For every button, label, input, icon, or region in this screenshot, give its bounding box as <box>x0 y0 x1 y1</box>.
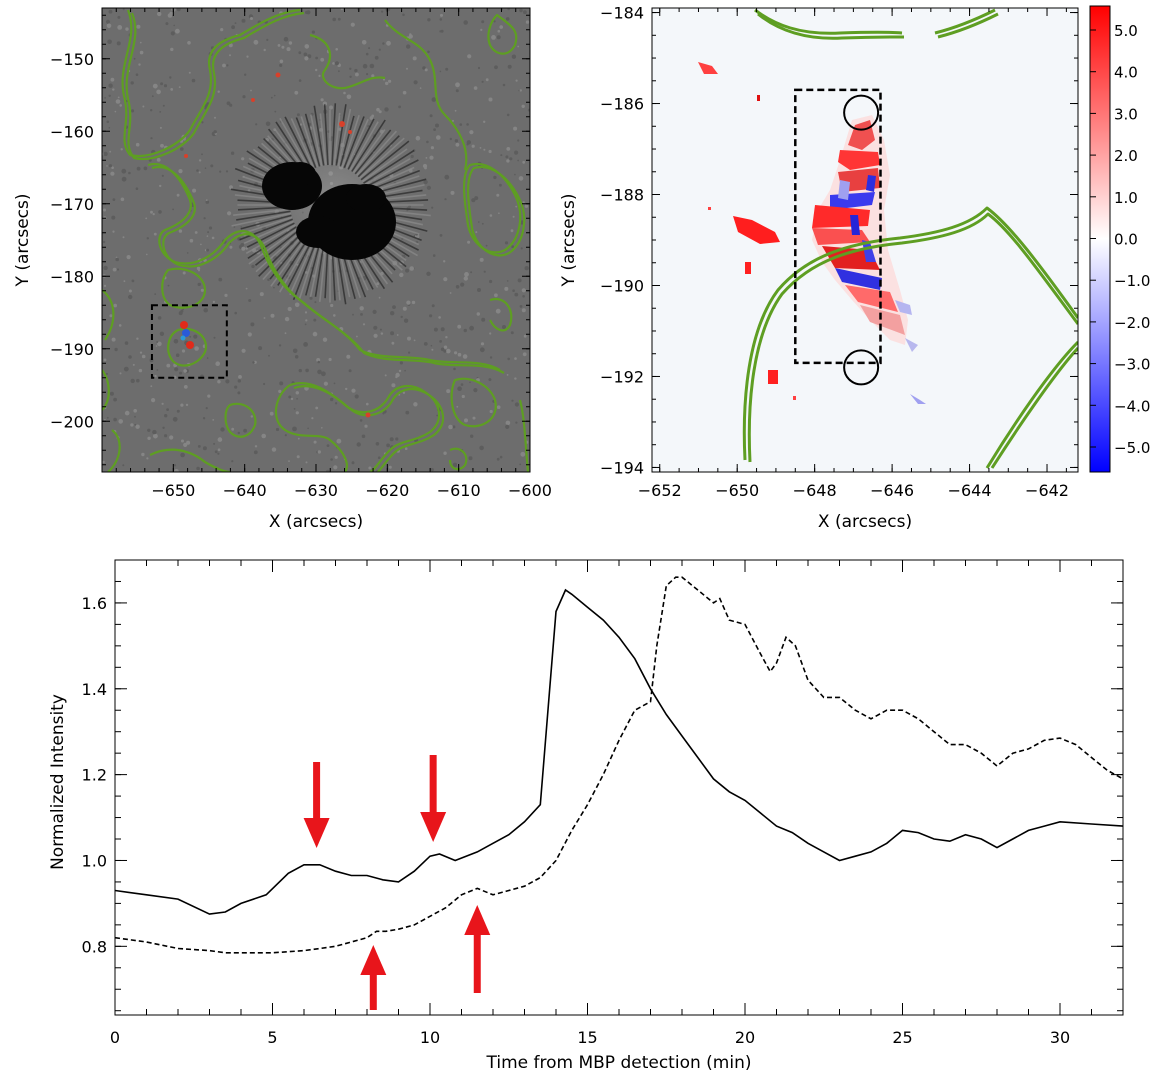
y-tick-label: 0.8 <box>82 937 107 956</box>
colorbar-label: 3.0 <box>1114 105 1138 123</box>
panel-b-circle-bottom <box>843 349 880 386</box>
annotation-arrow <box>420 755 447 842</box>
y-tick-label: −150 <box>50 50 94 69</box>
x-tick-label: −650 <box>151 481 195 500</box>
x-tick-label: −600 <box>508 481 552 500</box>
annotation-arrow <box>464 905 491 993</box>
y-tick-label: −170 <box>50 195 94 214</box>
panel-b-circle-top <box>843 94 880 131</box>
y-tick-label: −184 <box>600 4 644 23</box>
colorbar-label: −5.0 <box>1114 439 1150 457</box>
colorbar-label: 5.0 <box>1114 22 1138 40</box>
colorbar-label: −3.0 <box>1114 356 1150 374</box>
x-tick-label: −642 <box>1025 481 1069 500</box>
x-tick-label: 5 <box>267 1028 277 1047</box>
y-tick-label: −190 <box>50 340 94 359</box>
y-tick-label: −194 <box>600 458 644 477</box>
panel-a-ylabel: Y (arcsecs) <box>13 194 33 288</box>
umbra <box>262 162 396 260</box>
x-tick-label: 10 <box>420 1028 440 1047</box>
x-tick-label: −644 <box>948 481 992 500</box>
x-tick-label: −648 <box>793 481 837 500</box>
y-tick-label: 1.4 <box>82 680 107 699</box>
colorbar: 5.0 4.0 3.0 2.0 1.0 0.0 −1.0 −2.0 −3.0 −4.0 −5.0 <box>1089 5 1150 473</box>
colorbar-label: 0.0 <box>1114 231 1138 249</box>
x-tick-label: −646 <box>870 481 914 500</box>
panel-b-axes: −652 −650 −648 −646 −644 −642 −184 −186 −188 −190… <box>600 4 1078 500</box>
x-tick-label: −652 <box>638 481 682 500</box>
panel-a-contours <box>102 8 530 472</box>
panel-a: −650 −640 −630 −620 −610 −600 −150 −160 −170 −180… <box>13 7 552 532</box>
colorbar-label: −2.0 <box>1114 314 1150 332</box>
y-tick-label: −188 <box>600 186 644 205</box>
y-tick-label: −160 <box>50 122 94 141</box>
panel-c-arrows <box>303 755 491 1010</box>
series-solid-line <box>115 588 1123 915</box>
x-tick-label: 30 <box>1050 1028 1070 1047</box>
panel-a-xlabel: X (arcsecs) <box>269 512 363 532</box>
panel-a-box <box>150 304 228 379</box>
panel-c-xlabel: Time from MBP detection (min) <box>486 1053 752 1073</box>
x-tick-label: −620 <box>365 481 409 500</box>
y-tick-label: 1.6 <box>82 594 107 613</box>
panel-a-axes: −650 −640 −630 −620 −610 −600 −150 −160 −170 −180… <box>50 8 552 500</box>
colorbar-label: −1.0 <box>1114 272 1150 290</box>
panel-a-features <box>180 72 371 418</box>
annotation-arrow <box>360 945 387 1010</box>
x-tick-label: 25 <box>892 1028 912 1047</box>
series-dashed-line <box>115 576 1123 954</box>
colorbar-label: −4.0 <box>1114 397 1150 415</box>
panel-b-spots <box>698 62 926 404</box>
annotation-arrow <box>303 762 330 848</box>
panel-b-box <box>794 88 882 365</box>
y-tick-label: −200 <box>50 412 94 431</box>
panel-b-xlabel: X (arcsecs) <box>818 512 912 532</box>
y-tick-label: −180 <box>50 267 94 286</box>
panel-b: −652 −650 −648 −646 −644 −642 −184 −186 −188 −190… <box>559 4 1150 532</box>
y-tick-label: −186 <box>600 95 644 114</box>
y-tick-label: 1.0 <box>82 851 107 870</box>
panel-b-image <box>652 8 1078 472</box>
panel-c: 0 5 10 15 20 25 30 0.8 1.0 1.2 1.4 1.6 Time from MB… <box>48 559 1124 1073</box>
panel-b-contours <box>742 8 1078 469</box>
panel-a-image <box>102 8 530 472</box>
x-tick-label: −650 <box>715 481 759 500</box>
panel-b-ylabel: Y (arcsecs) <box>559 194 579 288</box>
y-tick-label: 1.2 <box>82 766 107 785</box>
y-tick-label: −190 <box>600 276 644 295</box>
colorbar-label: 2.0 <box>1114 147 1138 165</box>
x-tick-label: −610 <box>437 481 481 500</box>
colorbar-label: 1.0 <box>1114 189 1138 207</box>
x-tick-label: −640 <box>223 481 267 500</box>
x-tick-label: −630 <box>294 481 338 500</box>
panel-c-ylabel: Normalized Intensity <box>48 694 68 870</box>
x-tick-label: 15 <box>577 1028 597 1047</box>
colorbar-label: 4.0 <box>1114 64 1138 82</box>
y-tick-label: −192 <box>600 367 644 386</box>
x-tick-label: 0 <box>110 1028 120 1047</box>
x-tick-label: 20 <box>735 1028 755 1047</box>
panel-c-axes: 0 5 10 15 20 25 30 0.8 1.0 1.2 1.4 1.6 <box>82 560 1124 1047</box>
